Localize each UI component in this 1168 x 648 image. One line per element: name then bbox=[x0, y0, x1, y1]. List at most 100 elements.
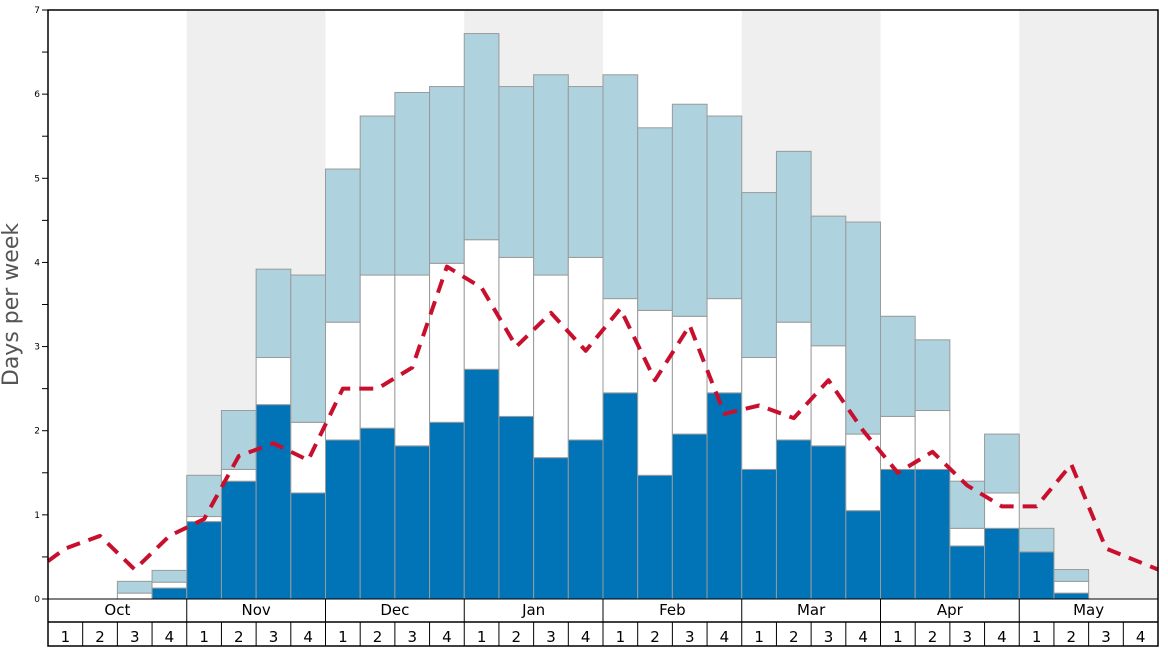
bar-dark-segment bbox=[394, 445, 431, 600]
month-label: Apr bbox=[937, 601, 964, 619]
bar-white-segment bbox=[1053, 580, 1090, 594]
week-label: 4 bbox=[442, 628, 452, 646]
bars bbox=[116, 33, 1090, 600]
bar-dark-segment bbox=[880, 468, 916, 600]
bar-light-segment bbox=[290, 274, 326, 423]
bar-light-segment bbox=[637, 127, 673, 311]
bar-light-segment bbox=[706, 115, 743, 300]
week-label: 3 bbox=[1101, 628, 1111, 646]
bar-dark-segment bbox=[984, 527, 1020, 600]
bar-light-segment bbox=[949, 480, 986, 529]
bar-dark-segment bbox=[602, 392, 639, 600]
week-label: 1 bbox=[754, 628, 764, 646]
bar-white-segment bbox=[116, 592, 153, 600]
bar-dark-segment bbox=[290, 492, 326, 600]
bar-white-segment bbox=[741, 357, 777, 470]
week-label: 1 bbox=[199, 628, 209, 646]
bar-dark-segment bbox=[325, 439, 361, 600]
bar-dark-segment bbox=[255, 404, 292, 600]
month-shade-may bbox=[1019, 10, 1158, 599]
bar-dark-segment bbox=[706, 392, 743, 600]
bar-light-segment bbox=[984, 433, 1020, 494]
bar-dark-segment bbox=[498, 415, 535, 600]
bar-white-segment bbox=[325, 321, 361, 441]
week-label: 3 bbox=[130, 628, 140, 646]
y-tick-label: 4 bbox=[34, 258, 40, 268]
week-label: 3 bbox=[824, 628, 834, 646]
bar-light-segment bbox=[429, 86, 465, 264]
week-label: 4 bbox=[303, 628, 313, 646]
bar-dark-segment bbox=[359, 427, 396, 600]
bar-white-segment bbox=[706, 298, 743, 394]
bar-dark-segment bbox=[186, 521, 222, 600]
bar-light-segment bbox=[914, 339, 951, 412]
bar-dark-segment bbox=[671, 433, 708, 600]
x-axis: Oct 1 2 3 4 Nov 1 2 3 4 Dec 1 2 3 4 Jan 1 2 3 4 Feb 1 2 3 4 Mar 1 2… bbox=[61, 599, 1146, 646]
month-label: Dec bbox=[380, 601, 409, 619]
bar-light-segment bbox=[325, 168, 361, 323]
week-label: 1 bbox=[893, 628, 903, 646]
week-label: 4 bbox=[858, 628, 868, 646]
bar-light-segment bbox=[220, 410, 257, 470]
bar-light-segment bbox=[116, 580, 153, 594]
month-label: Mar bbox=[797, 601, 826, 619]
bar-white-segment bbox=[359, 274, 396, 429]
bar-light-segment bbox=[1018, 527, 1055, 553]
month-label: Oct bbox=[104, 601, 130, 619]
week-label: 4 bbox=[720, 628, 730, 646]
bar-white-segment bbox=[463, 239, 500, 370]
week-label: 1 bbox=[338, 628, 348, 646]
week-label: 2 bbox=[373, 628, 383, 646]
bar-dark-segment bbox=[463, 368, 500, 600]
bar-light-segment bbox=[810, 215, 847, 347]
bar-dark-segment bbox=[567, 439, 604, 600]
bar-light-segment bbox=[671, 103, 708, 317]
bar-white-segment bbox=[845, 433, 881, 512]
week-label: 1 bbox=[477, 628, 487, 646]
bar-white-segment bbox=[671, 315, 708, 435]
bar-light-segment bbox=[463, 33, 500, 241]
bar-light-segment bbox=[498, 86, 535, 258]
bar-white-segment bbox=[637, 309, 673, 476]
bar-light-segment bbox=[255, 268, 292, 359]
y-tick-label: 0 bbox=[34, 595, 40, 605]
week-label: 3 bbox=[962, 628, 972, 646]
bar-light-segment bbox=[394, 91, 431, 276]
bar-light-segment bbox=[775, 150, 812, 323]
month-label: May bbox=[1073, 601, 1104, 619]
bar-white-segment bbox=[429, 262, 465, 423]
week-label: 2 bbox=[789, 628, 799, 646]
y-axis: 0 1 2 3 4 5 6 7 bbox=[34, 6, 48, 605]
y-tick-label: 6 bbox=[34, 90, 40, 100]
week-label: 1 bbox=[61, 628, 71, 646]
week-label: 2 bbox=[650, 628, 660, 646]
week-label: 1 bbox=[1032, 628, 1042, 646]
bar-light-segment bbox=[567, 86, 604, 258]
bar-dark-segment bbox=[810, 445, 847, 600]
bar-light-segment bbox=[602, 74, 639, 300]
bar-dark-segment bbox=[637, 474, 673, 600]
average-line bbox=[46, 264, 1159, 572]
week-label: 3 bbox=[546, 628, 556, 646]
bar-white-segment bbox=[949, 527, 986, 547]
bar-dark-segment bbox=[1053, 592, 1090, 600]
bar-white-segment bbox=[498, 256, 535, 417]
y-axis-label: Days per week bbox=[0, 223, 24, 386]
month-label: Nov bbox=[241, 601, 270, 619]
bar-dark-segment bbox=[151, 587, 188, 600]
bar-white-segment bbox=[533, 274, 569, 459]
y-tick-label: 7 bbox=[34, 6, 40, 16]
bar-light-segment bbox=[845, 221, 881, 435]
bar-light-segment bbox=[151, 569, 188, 583]
week-label: 4 bbox=[581, 628, 591, 646]
bar-dark-segment bbox=[741, 468, 777, 600]
bar-dark-segment bbox=[429, 421, 465, 600]
bar-white-segment bbox=[775, 321, 812, 441]
week-label: 1 bbox=[616, 628, 626, 646]
y-tick-label: 1 bbox=[34, 511, 40, 521]
bar-dark-segment bbox=[914, 468, 951, 600]
week-label: 4 bbox=[1136, 628, 1146, 646]
bar-dark-segment bbox=[775, 439, 812, 600]
week-label: 2 bbox=[1067, 628, 1077, 646]
